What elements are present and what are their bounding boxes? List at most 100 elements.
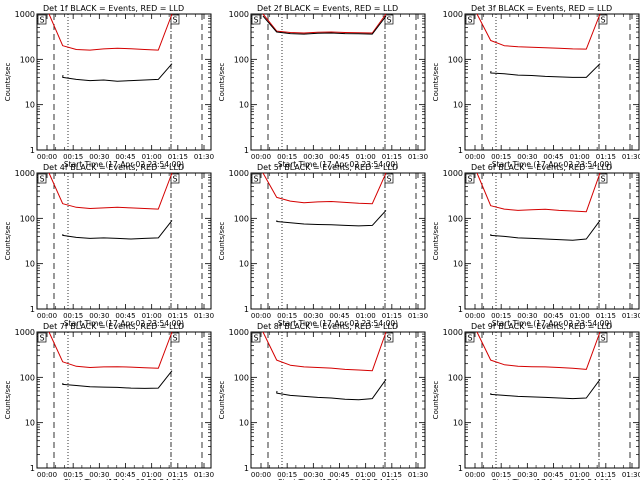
plot-frame bbox=[464, 172, 640, 310]
detector-panel: Det 1f BLACK = Events, RED = LLD 1 10 100 10… bbox=[4, 4, 214, 169]
s-marker: S bbox=[598, 173, 608, 184]
y-tick-label: 1000 bbox=[15, 10, 35, 19]
plot-frame bbox=[464, 331, 640, 469]
panel-title: Det 7f BLACK = Events, RED = LLD bbox=[43, 322, 184, 331]
detector-panel: Det 2f BLACK = Events, RED = LLD 1 10 100 10… bbox=[218, 4, 428, 169]
y-tick-label: 1000 bbox=[229, 169, 249, 178]
y-tick-label: 10 bbox=[25, 101, 35, 110]
s-marker: S bbox=[598, 14, 608, 25]
y-tick-label: 1000 bbox=[229, 328, 249, 337]
panel-title: Det 8f BLACK = Events, RED = LLD bbox=[257, 322, 398, 331]
x-tick-label: 01:15 bbox=[168, 153, 188, 161]
s-marker-box bbox=[384, 332, 394, 343]
y-tick-label: 10 bbox=[25, 260, 35, 269]
y-tick-label: 1 bbox=[458, 464, 463, 473]
y-tick-label: 1000 bbox=[229, 10, 249, 19]
s-marker: S bbox=[465, 14, 475, 25]
x-axis-label: Start Time (17-Apr-02 23:54:00) bbox=[64, 478, 184, 480]
s-marker-label: S bbox=[39, 16, 44, 25]
x-tick-label: 00:00 bbox=[465, 471, 485, 479]
s-marker: S bbox=[251, 14, 261, 25]
events-series-line bbox=[62, 370, 173, 389]
x-tick-label: 01:15 bbox=[596, 312, 616, 320]
events-series-line bbox=[490, 379, 601, 400]
s-marker: S bbox=[37, 14, 47, 25]
events-series-line bbox=[62, 220, 173, 240]
y-axis-label: Counts/sec bbox=[432, 222, 440, 261]
detector-panel: Det 7f BLACK = Events, RED = LLD 1 10 100 10… bbox=[4, 322, 214, 480]
plot-frame bbox=[250, 331, 426, 469]
y-tick-label: 100 bbox=[448, 214, 463, 223]
y-axis-label: Counts/sec bbox=[432, 63, 440, 102]
s-marker-label: S bbox=[39, 334, 44, 343]
x-tick-label: 01:00 bbox=[142, 312, 162, 320]
s-marker: S bbox=[251, 173, 261, 184]
x-tick-label: 00:00 bbox=[251, 312, 271, 320]
x-tick-label: 00:15 bbox=[491, 471, 511, 479]
x-axis-label: Start Time (17-Apr-02 23:54:00) bbox=[492, 319, 612, 328]
panel-title: Det 1f BLACK = Events, RED = LLD bbox=[43, 4, 184, 13]
events-series-line bbox=[490, 63, 601, 78]
lld-series-line bbox=[48, 172, 173, 210]
x-tick-label: 00:45 bbox=[329, 312, 349, 320]
panel-title: Det 3f BLACK = Events, RED = LLD bbox=[471, 4, 612, 13]
y-tick-label: 1000 bbox=[443, 169, 463, 178]
x-tick-label: 00:00 bbox=[37, 153, 57, 161]
x-tick-label: 01:00 bbox=[142, 471, 162, 479]
x-tick-label: 00:45 bbox=[543, 471, 563, 479]
x-tick-label: 00:45 bbox=[329, 471, 349, 479]
y-tick-label: 10 bbox=[453, 260, 463, 269]
plot-frame bbox=[464, 13, 640, 151]
s-marker-label: S bbox=[39, 175, 44, 184]
s-marker-label: S bbox=[253, 16, 258, 25]
x-tick-label: 01:00 bbox=[356, 471, 376, 479]
x-axis-label: Start Time (17-Apr-02 23:54:00) bbox=[64, 160, 184, 169]
detector-panel: Det 9f BLACK = Events, RED = LLD 1 10 100 10… bbox=[432, 322, 640, 480]
panel-title: Det 5f BLACK = Events, RED = LLD bbox=[257, 163, 398, 172]
y-axis-label: Counts/sec bbox=[218, 381, 226, 420]
events-series-line bbox=[276, 379, 387, 401]
x-tick-label: 00:45 bbox=[115, 471, 135, 479]
s-marker-box bbox=[251, 173, 261, 184]
s-marker-box bbox=[37, 14, 47, 25]
s-marker-label: S bbox=[386, 175, 391, 184]
s-marker-box bbox=[465, 332, 475, 343]
y-tick-label: 1 bbox=[30, 305, 35, 314]
s-marker: S bbox=[384, 332, 394, 343]
y-axis-label: Counts/sec bbox=[4, 222, 12, 261]
x-axis-label: Start Time (17-Apr-02 23:54:00) bbox=[278, 319, 398, 328]
y-tick-label: 100 bbox=[234, 373, 249, 382]
x-tick-label: 00:30 bbox=[517, 471, 537, 479]
y-axis-label: Counts/sec bbox=[4, 63, 12, 102]
y-tick-label: 1000 bbox=[443, 10, 463, 19]
x-tick-label: 00:15 bbox=[63, 471, 83, 479]
y-tick-label: 1 bbox=[458, 146, 463, 155]
x-tick-label: 00:15 bbox=[277, 153, 297, 161]
s-marker: S bbox=[384, 14, 394, 25]
x-tick-label: 01:30 bbox=[194, 153, 214, 161]
x-axis-label: Start Time (17-Apr-02 23:54:00) bbox=[492, 160, 612, 169]
x-axis-label: Start Time (17-Apr-02 23:54:00) bbox=[278, 478, 398, 480]
x-tick-label: 01:15 bbox=[382, 153, 402, 161]
events-series-line bbox=[276, 210, 387, 227]
y-tick-label: 1000 bbox=[15, 328, 35, 337]
y-axis-label: Counts/sec bbox=[432, 381, 440, 420]
s-marker-box bbox=[37, 332, 47, 343]
x-tick-label: 00:15 bbox=[491, 153, 511, 161]
s-marker-label: S bbox=[467, 16, 472, 25]
y-tick-label: 10 bbox=[239, 101, 249, 110]
x-tick-label: 00:30 bbox=[517, 312, 537, 320]
s-marker: S bbox=[598, 332, 608, 343]
lld-series-line bbox=[48, 331, 173, 369]
s-marker-box bbox=[170, 332, 180, 343]
x-tick-label: 00:00 bbox=[465, 312, 485, 320]
x-tick-label: 01:30 bbox=[408, 153, 428, 161]
s-marker-box bbox=[170, 14, 180, 25]
y-tick-label: 100 bbox=[234, 214, 249, 223]
s-marker-label: S bbox=[600, 16, 605, 25]
y-tick-label: 100 bbox=[20, 373, 35, 382]
panel-title: Det 9f BLACK = Events, RED = LLD bbox=[471, 322, 612, 331]
y-tick-label: 10 bbox=[239, 419, 249, 428]
plot-frame bbox=[250, 172, 426, 310]
events-series-line bbox=[262, 15, 387, 35]
